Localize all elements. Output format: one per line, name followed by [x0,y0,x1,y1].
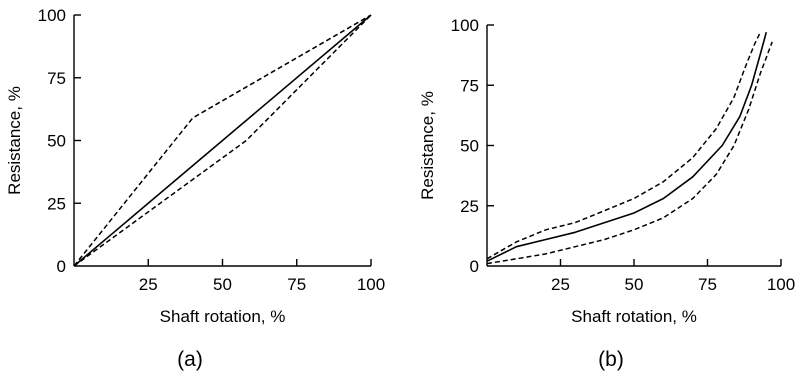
panel-b-series-dashed-1 [486,31,762,260]
panel-b-x-tick-label: 100 [767,275,795,294]
panel-b-series-dashed-2 [486,41,773,265]
panel-b-x-tick-label: 75 [698,275,717,294]
panel-a-y-tick-label: 100 [38,6,66,25]
panel-a-x-tick-label: 100 [357,275,385,294]
panel-a-x-axis-label: Shaft rotation, % [160,307,286,326]
panel-b-y-axis-label: Resistance, % [418,91,437,200]
panel-a-series-solid-0 [73,14,372,267]
panel-b-y-tick-label: 100 [451,16,479,35]
panel-a-x-tick-label: 75 [287,275,306,294]
panel-b-x-axis-label: Shaft rotation, % [571,307,697,326]
panel-b-y-tick-label: 0 [470,257,479,276]
panel-a-label: (a) [177,348,203,371]
panel-b-x-tick-label: 50 [625,275,644,294]
chart-panel-a: 0 25 50 75 100 25 50 75 100 Shaft rotation, % Resi… [5,6,385,371]
panel-a-series-dashed-2 [73,14,372,267]
panel-b-label: (b) [598,348,624,371]
panel-a-y-tick-label: 25 [47,194,66,213]
panel-b-y-tick-label: 75 [460,76,479,95]
panel-b-x-tick-label: 25 [551,275,570,294]
panel-a-y-axis-label: Resistance, % [5,86,24,195]
panel-a-x-tick-label: 25 [139,275,158,294]
panel-b-y-tick-label: 25 [460,197,479,216]
chart-panel-b: 0 25 50 75 100 25 50 75 100 Shaft rotation, % Resi… [418,16,795,371]
panel-b-series-solid-0 [486,31,768,262]
panel-a-x-tick-label: 50 [213,275,232,294]
panel-b-y-tick-label: 50 [460,137,479,156]
panel-a-y-tick-label: 75 [47,69,66,88]
panel-a-y-tick-label: 50 [47,132,66,151]
panel-a-y-tick-label: 0 [57,257,66,276]
